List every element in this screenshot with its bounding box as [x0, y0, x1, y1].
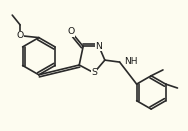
Text: O: O	[68, 27, 75, 36]
Text: NH: NH	[124, 57, 138, 66]
Text: S: S	[91, 68, 97, 77]
Text: O: O	[17, 31, 24, 40]
Text: N: N	[96, 42, 102, 51]
